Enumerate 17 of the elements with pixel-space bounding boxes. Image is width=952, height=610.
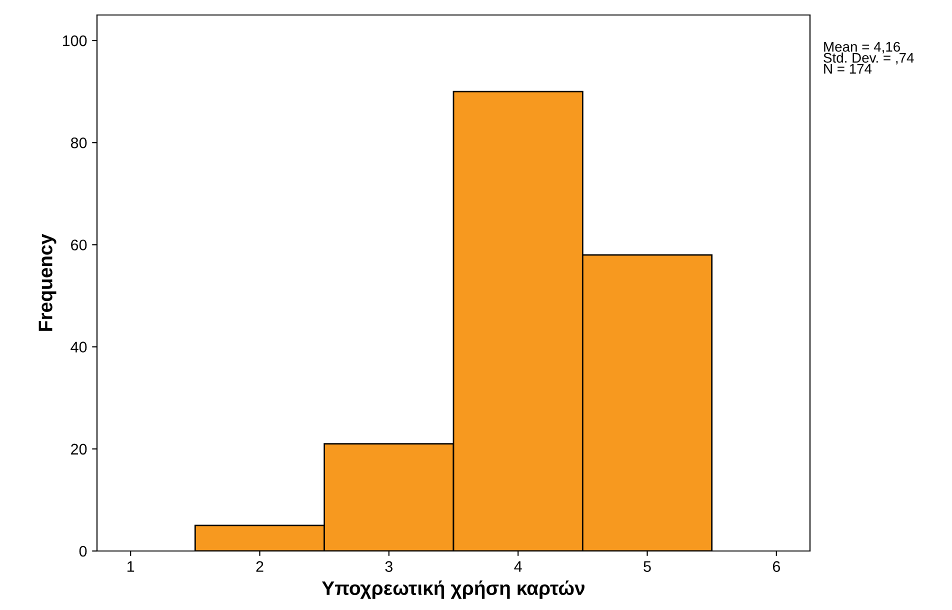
y-tick-label: 20 (71, 444, 87, 455)
x-tick-label: 3 (385, 561, 392, 572)
y-tick-label: 100 (62, 35, 87, 46)
y-axis-title: Frequency (38, 234, 56, 331)
x-tick-label: 4 (514, 561, 522, 572)
x-tick-label: 5 (644, 561, 651, 572)
text: Mean = 4,16 (824, 42, 900, 54)
x-tick-label: 2 (256, 561, 264, 572)
x-tick-label: 6 (772, 561, 780, 572)
y-tick-label: 60 (71, 240, 87, 250)
x-axis-title: Υποχρεωτική χρήση καρτών (322, 580, 584, 599)
y-tick-label: 40 (70, 342, 87, 352)
text: Std. Dev. = ,74 (824, 52, 914, 64)
x-tick-label: 1 (128, 561, 134, 572)
y-tick-label: 80 (70, 137, 87, 148)
y-tick-label: 0 (79, 546, 87, 557)
text: N = 174 (824, 64, 872, 74)
